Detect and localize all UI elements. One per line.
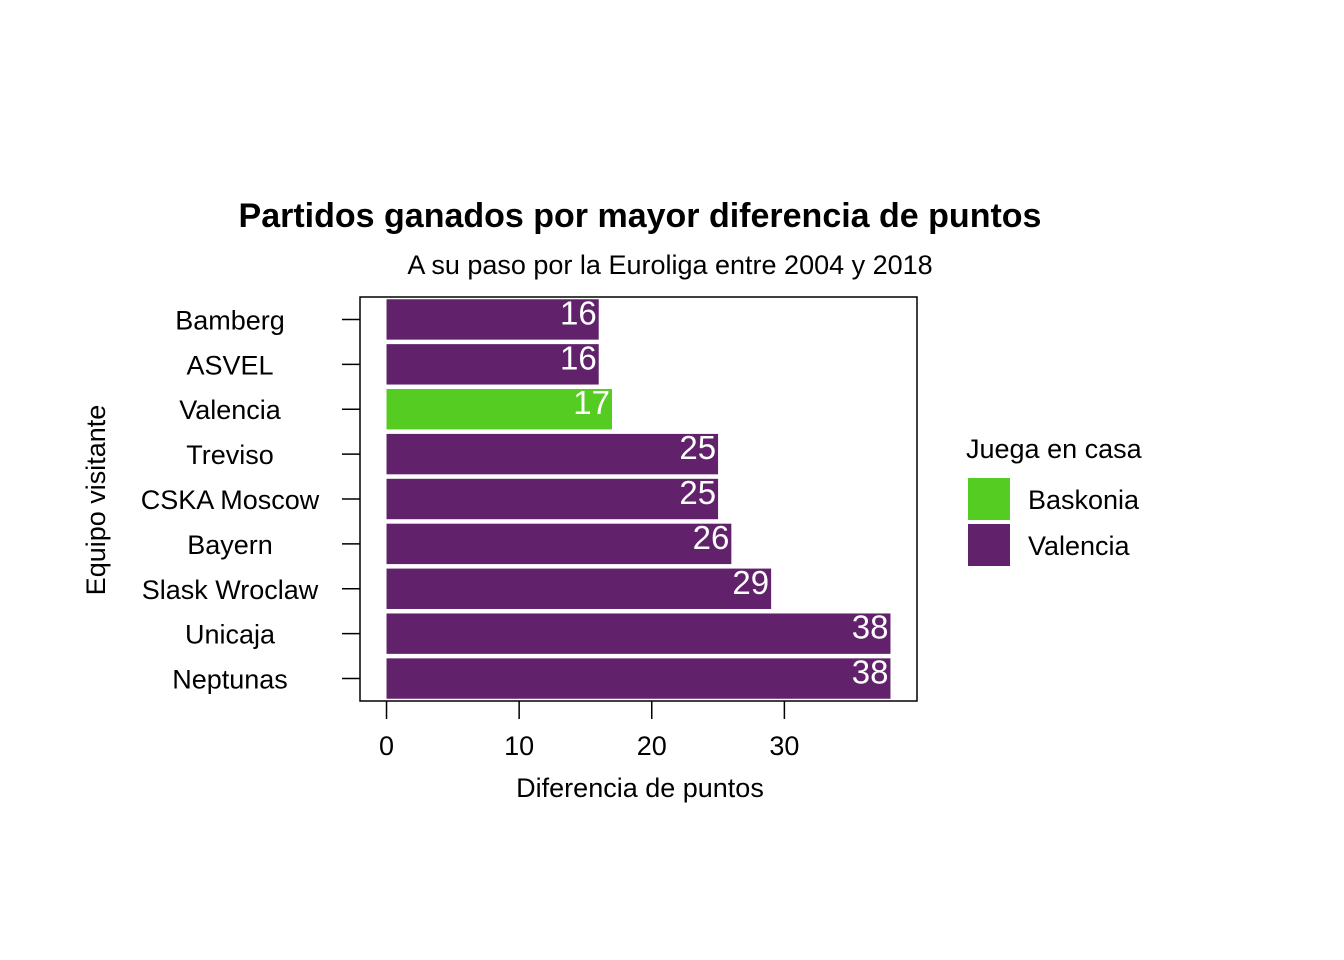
- data-label: 38: [852, 654, 889, 691]
- x-axis-label: Diferencia de puntos: [516, 773, 764, 803]
- bar: [386, 478, 719, 520]
- y-tick-label: Treviso: [186, 440, 274, 470]
- data-label: 38: [852, 609, 889, 646]
- data-label: 25: [679, 429, 716, 466]
- bar: [386, 568, 772, 609]
- legend-swatch: [968, 478, 1010, 520]
- bar: [386, 344, 599, 385]
- bar: [386, 299, 599, 340]
- x-tick-label: 20: [637, 731, 667, 761]
- y-tick-label: CSKA Moscow: [141, 485, 320, 515]
- legend: Juega en casa Baskonia Valencia: [966, 434, 1143, 566]
- legend-title: Juega en casa: [966, 434, 1143, 464]
- x-tick-label: 0: [379, 731, 394, 761]
- y-tick-label: Bamberg: [175, 305, 285, 335]
- x-tick-label: 30: [769, 731, 799, 761]
- data-label: 26: [693, 519, 730, 556]
- y-tick-label: Slask Wroclaw: [142, 575, 319, 605]
- bar: [386, 523, 732, 565]
- bar: [386, 389, 612, 430]
- y-axis-label: Equipo visitante: [81, 405, 111, 596]
- data-label: 16: [560, 339, 597, 376]
- chart-title: Partidos ganados por mayor diferencia de…: [239, 197, 1042, 235]
- data-label: 25: [679, 474, 716, 511]
- y-tick-label: Bayern: [187, 530, 273, 560]
- legend-swatch: [968, 524, 1010, 566]
- x-tick-label: 10: [504, 731, 534, 761]
- data-label: 17: [573, 384, 610, 421]
- bar: [386, 433, 719, 475]
- data-label: 29: [732, 564, 769, 601]
- bar: [386, 658, 891, 699]
- chart-subtitle: A su paso por la Euroliga entre 2004 y 2…: [407, 250, 932, 280]
- data-label: 16: [560, 294, 597, 331]
- y-tick-label: Neptunas: [172, 665, 288, 695]
- y-tick-label: Unicaja: [185, 620, 276, 650]
- legend-label: Valencia: [1028, 531, 1131, 561]
- bar: [386, 613, 891, 654]
- legend-label: Baskonia: [1028, 485, 1140, 515]
- y-tick-label: Valencia: [179, 395, 282, 425]
- legend-entries: Baskonia Valencia: [968, 478, 1140, 566]
- y-tick-label: ASVEL: [186, 350, 273, 380]
